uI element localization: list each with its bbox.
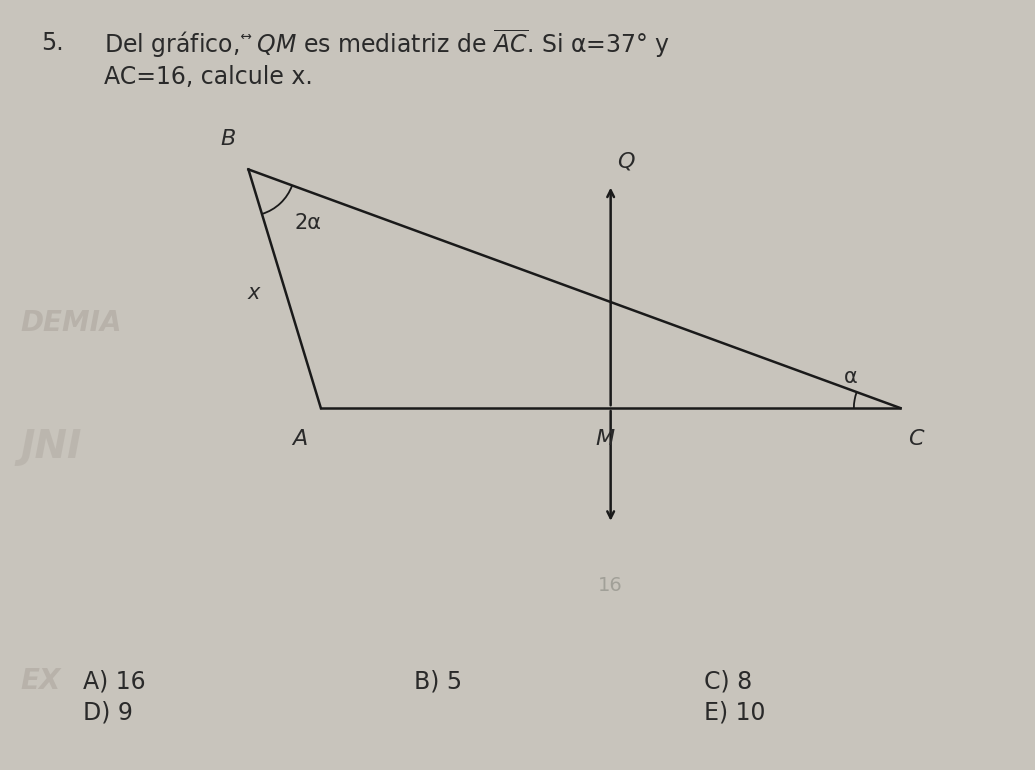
Text: A) 16: A) 16 bbox=[83, 669, 146, 694]
Text: E) 10: E) 10 bbox=[704, 700, 765, 725]
Text: C: C bbox=[909, 429, 923, 449]
Text: DEMIA: DEMIA bbox=[21, 310, 122, 337]
Text: D) 9: D) 9 bbox=[83, 700, 132, 725]
Text: 16: 16 bbox=[598, 576, 623, 594]
Text: Q: Q bbox=[618, 152, 634, 172]
Text: B: B bbox=[220, 129, 235, 149]
Text: 5.: 5. bbox=[41, 31, 64, 55]
Text: JNI: JNI bbox=[21, 427, 82, 466]
Text: M: M bbox=[596, 429, 615, 449]
Text: x: x bbox=[247, 283, 260, 303]
Text: C) 8: C) 8 bbox=[704, 669, 752, 694]
Text: A: A bbox=[293, 429, 307, 449]
Text: B) 5: B) 5 bbox=[414, 669, 462, 694]
Text: Del gráfico, $\overleftrightarrow{QM}$ es mediatriz de $\overline{AC}$. Si α=37°: Del gráfico, $\overleftrightarrow{QM}$ e… bbox=[104, 27, 670, 60]
Text: EX: EX bbox=[21, 668, 61, 695]
Text: α: α bbox=[844, 367, 857, 387]
Text: AC=16, calcule x.: AC=16, calcule x. bbox=[104, 65, 313, 89]
Text: 2α: 2α bbox=[295, 213, 322, 233]
